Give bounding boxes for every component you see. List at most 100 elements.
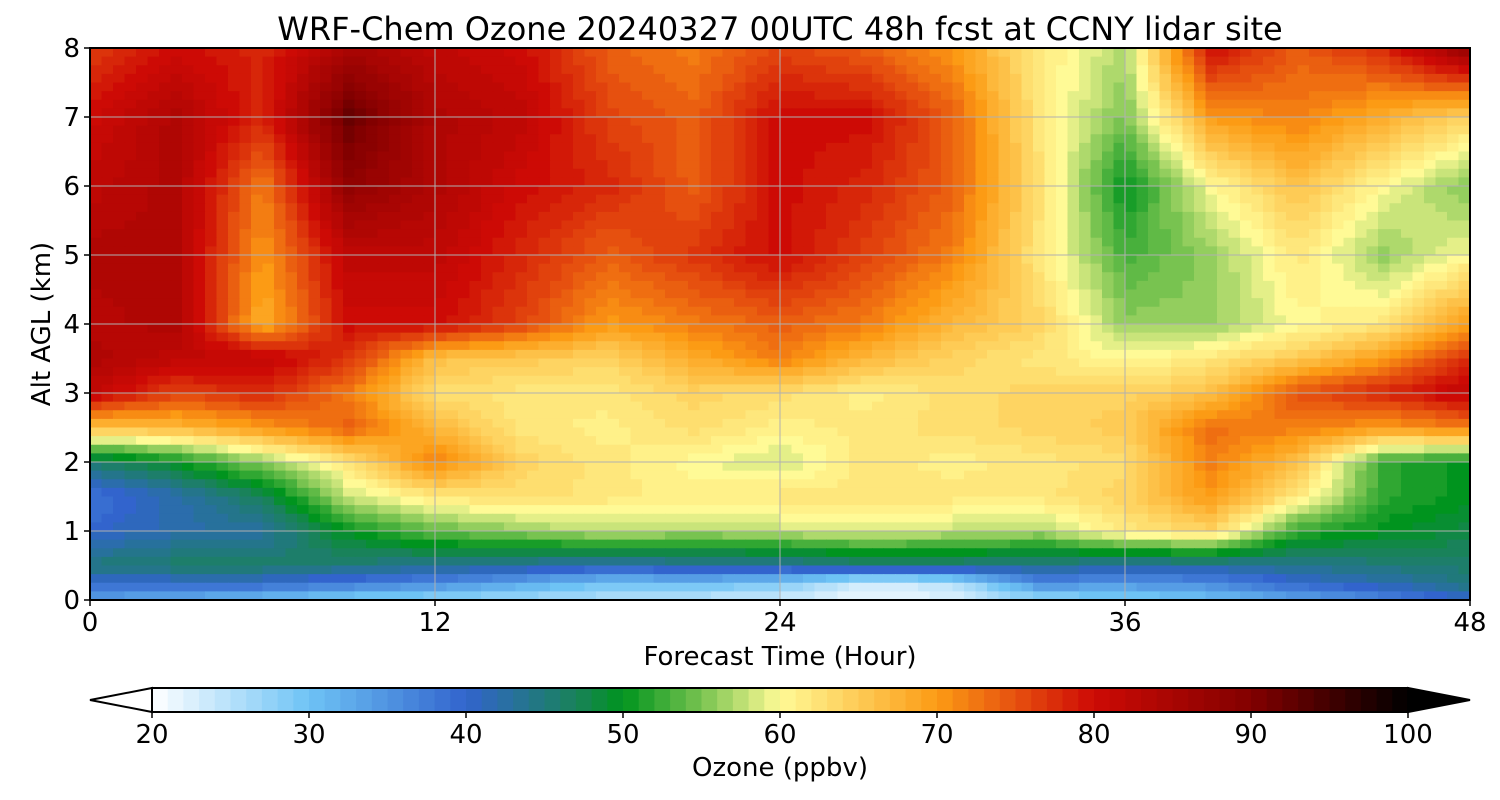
heatmap-cell — [1090, 375, 1103, 385]
heatmap-cell — [550, 255, 563, 265]
heatmap-cell — [1286, 117, 1299, 127]
heatmap-cell — [458, 272, 471, 282]
heatmap-cell — [205, 341, 218, 351]
heatmap-cell — [1010, 56, 1023, 66]
heatmap-cell — [1136, 272, 1149, 282]
heatmap-cell — [1401, 375, 1414, 385]
heatmap-cell — [113, 401, 126, 411]
heatmap-cell — [1228, 384, 1241, 394]
heatmap-cell — [423, 324, 436, 334]
heatmap-cell — [515, 229, 528, 239]
heatmap-cell — [1458, 237, 1471, 247]
heatmap-cell — [1044, 203, 1057, 213]
heatmap-cell — [113, 237, 126, 247]
heatmap-cell — [619, 125, 632, 135]
heatmap-cell — [538, 99, 551, 109]
heatmap-cell — [469, 99, 482, 109]
heatmap-cell — [1447, 384, 1460, 394]
heatmap-cell — [987, 186, 1000, 196]
heatmap-cell — [780, 298, 793, 308]
heatmap-cell — [676, 324, 689, 334]
heatmap-cell — [1021, 246, 1034, 256]
heatmap-cell — [1424, 125, 1437, 135]
heatmap-cell — [998, 99, 1011, 109]
heatmap-cell — [527, 341, 540, 351]
heatmap-cell — [90, 229, 103, 239]
heatmap-cell — [1228, 194, 1241, 204]
heatmap-cell — [791, 73, 804, 84]
heatmap-cell — [918, 246, 931, 256]
heatmap-cell — [274, 332, 287, 342]
heatmap-cell — [814, 401, 827, 411]
heatmap-cell — [136, 324, 149, 334]
heatmap-cell — [1297, 289, 1310, 299]
heatmap-cell — [182, 73, 195, 84]
heatmap-cell — [1171, 91, 1184, 101]
heatmap-cell — [1412, 341, 1425, 351]
heatmap-cell — [1309, 384, 1322, 394]
heatmap-cell — [538, 186, 551, 196]
heatmap-cell — [1136, 246, 1149, 256]
heatmap-cell — [320, 82, 333, 92]
heatmap-cell — [872, 203, 885, 213]
heatmap-cell — [147, 48, 160, 58]
heatmap-cell — [1412, 358, 1425, 368]
heatmap-cell — [906, 160, 919, 170]
heatmap-cell — [780, 134, 793, 144]
heatmap-cell — [492, 142, 505, 153]
heatmap-cell — [527, 186, 540, 196]
heatmap-cell — [642, 108, 655, 118]
heatmap-cell — [262, 349, 275, 360]
heatmap-cell — [1194, 160, 1207, 170]
heatmap-cell — [1378, 375, 1391, 385]
heatmap-cell — [964, 220, 977, 230]
heatmap-cell — [101, 349, 114, 360]
heatmap-cell — [1125, 255, 1138, 265]
heatmap-cell — [1401, 65, 1414, 75]
heatmap-cell — [228, 160, 241, 170]
heatmap-cell — [699, 315, 712, 325]
heatmap-cell — [1401, 194, 1414, 204]
heatmap-cell — [228, 246, 241, 256]
heatmap-cell — [665, 263, 678, 273]
heatmap-cell — [1343, 393, 1356, 403]
heatmap-cell — [791, 220, 804, 230]
heatmap-cell — [941, 117, 954, 127]
heatmap-cell — [1389, 211, 1402, 222]
heatmap-cell — [653, 194, 666, 204]
heatmap-cell — [941, 289, 954, 299]
heatmap-cell — [1251, 315, 1264, 325]
heatmap-cell — [619, 255, 632, 265]
heatmap-cell — [550, 151, 563, 161]
heatmap-cell — [239, 186, 252, 196]
heatmap-cell — [688, 349, 701, 360]
heatmap-cell — [193, 99, 206, 109]
heatmap-cell — [366, 168, 379, 178]
heatmap-cell — [1343, 358, 1356, 368]
heatmap-cell — [561, 393, 574, 403]
heatmap-cell — [699, 134, 712, 144]
heatmap-cell — [929, 306, 942, 316]
heatmap-cell — [136, 315, 149, 325]
heatmap-cell — [964, 65, 977, 75]
heatmap-cell — [170, 91, 183, 101]
heatmap-cell — [389, 246, 402, 256]
heatmap-cell — [458, 48, 471, 58]
heatmap-cell — [722, 211, 735, 222]
heatmap-cell — [1251, 324, 1264, 334]
heatmap-cell — [1412, 65, 1425, 75]
heatmap-cell — [1251, 384, 1264, 394]
heatmap-cell — [1079, 272, 1092, 282]
heatmap-cell — [814, 315, 827, 325]
heatmap-cell — [1182, 280, 1195, 291]
heatmap-cell — [722, 194, 735, 204]
heatmap-cell — [1424, 48, 1437, 58]
heatmap-cell — [400, 298, 413, 308]
heatmap-cell — [1366, 108, 1379, 118]
heatmap-cell — [435, 315, 448, 325]
heatmap-cell — [320, 375, 333, 385]
heatmap-cell — [550, 82, 563, 92]
heatmap-cell — [906, 194, 919, 204]
heatmap-cell — [101, 375, 114, 385]
heatmap-cell — [1286, 272, 1299, 282]
